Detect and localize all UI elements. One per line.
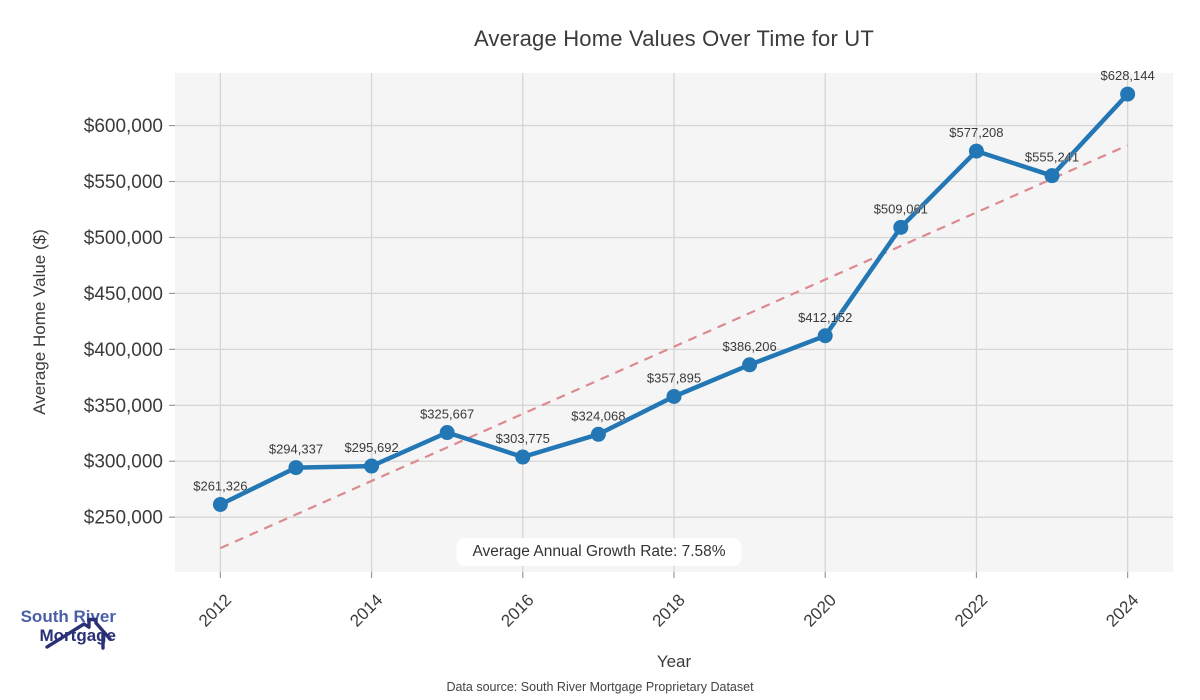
x-tick-label-2024: 2024 <box>1102 590 1142 630</box>
data-point-2012 <box>212 497 228 513</box>
x-tick-label-2018: 2018 <box>649 590 689 630</box>
data-point-2023 <box>1044 168 1060 184</box>
y-tick-label-450000: $450,000 <box>84 284 163 305</box>
data-point-2021 <box>893 219 909 235</box>
x-tick-label-2020: 2020 <box>800 590 840 630</box>
y-tick-label-300000: $300,000 <box>84 452 163 473</box>
data-point-label-2014: $295,692 <box>344 440 398 455</box>
x-tick-label-2012: 2012 <box>195 590 235 630</box>
data-point-2018 <box>666 388 682 404</box>
data-point-2013 <box>288 460 304 476</box>
data-point-2017 <box>590 426 606 442</box>
data-point-label-2016: $303,775 <box>496 431 550 446</box>
chart-title: Average Home Values Over Time for UT <box>473 26 875 51</box>
y-tick-label-350000: $350,000 <box>84 396 163 417</box>
data-point-label-2021: $509,061 <box>874 201 928 216</box>
data-point-2014 <box>364 458 380 474</box>
data-source-note: Data source: South River Mortgage Propri… <box>446 680 754 694</box>
x-tick-label-2014: 2014 <box>346 590 386 630</box>
data-point-label-2012: $261,326 <box>193 479 247 494</box>
data-point-2024 <box>1120 86 1136 102</box>
y-tick-label-500000: $500,000 <box>84 228 163 249</box>
house-roof-icon <box>45 617 112 650</box>
y-tick-label-400000: $400,000 <box>84 340 163 361</box>
x-axis-title: Year <box>656 652 692 671</box>
data-point-2020 <box>817 328 833 344</box>
data-point-2022 <box>968 143 984 159</box>
x-tick-label-2016: 2016 <box>497 590 537 630</box>
y-tick-label-600000: $600,000 <box>84 116 163 137</box>
data-point-label-2022: $577,208 <box>949 125 1003 140</box>
data-point-label-2013: $294,337 <box>269 442 323 457</box>
data-point-label-2023: $555,241 <box>1025 150 1079 165</box>
y-tick-label-250000: $250,000 <box>84 508 163 529</box>
data-point-2016 <box>515 449 531 465</box>
data-point-label-2015: $325,667 <box>420 407 474 422</box>
data-point-label-2019: $386,206 <box>722 339 776 354</box>
trend-line <box>219 144 1129 550</box>
x-tick-label-2022: 2022 <box>951 590 991 630</box>
data-point-2015 <box>439 425 455 441</box>
y-tick-label-550000: $550,000 <box>84 172 163 193</box>
data-point-label-2020: $412,152 <box>798 310 852 325</box>
data-point-label-2024: $628,144 <box>1101 68 1155 83</box>
south-river-mortgage-logo: South River Mortgage <box>20 608 116 650</box>
data-point-label-2018: $357,895 <box>647 370 701 385</box>
growth-rate-annotation: Average Annual Growth Rate: 7.58% <box>456 538 742 566</box>
data-point-label-2017: $324,068 <box>571 408 625 423</box>
data-point-2019 <box>742 357 758 373</box>
y-axis-title: Average Home Value ($) <box>30 229 49 415</box>
